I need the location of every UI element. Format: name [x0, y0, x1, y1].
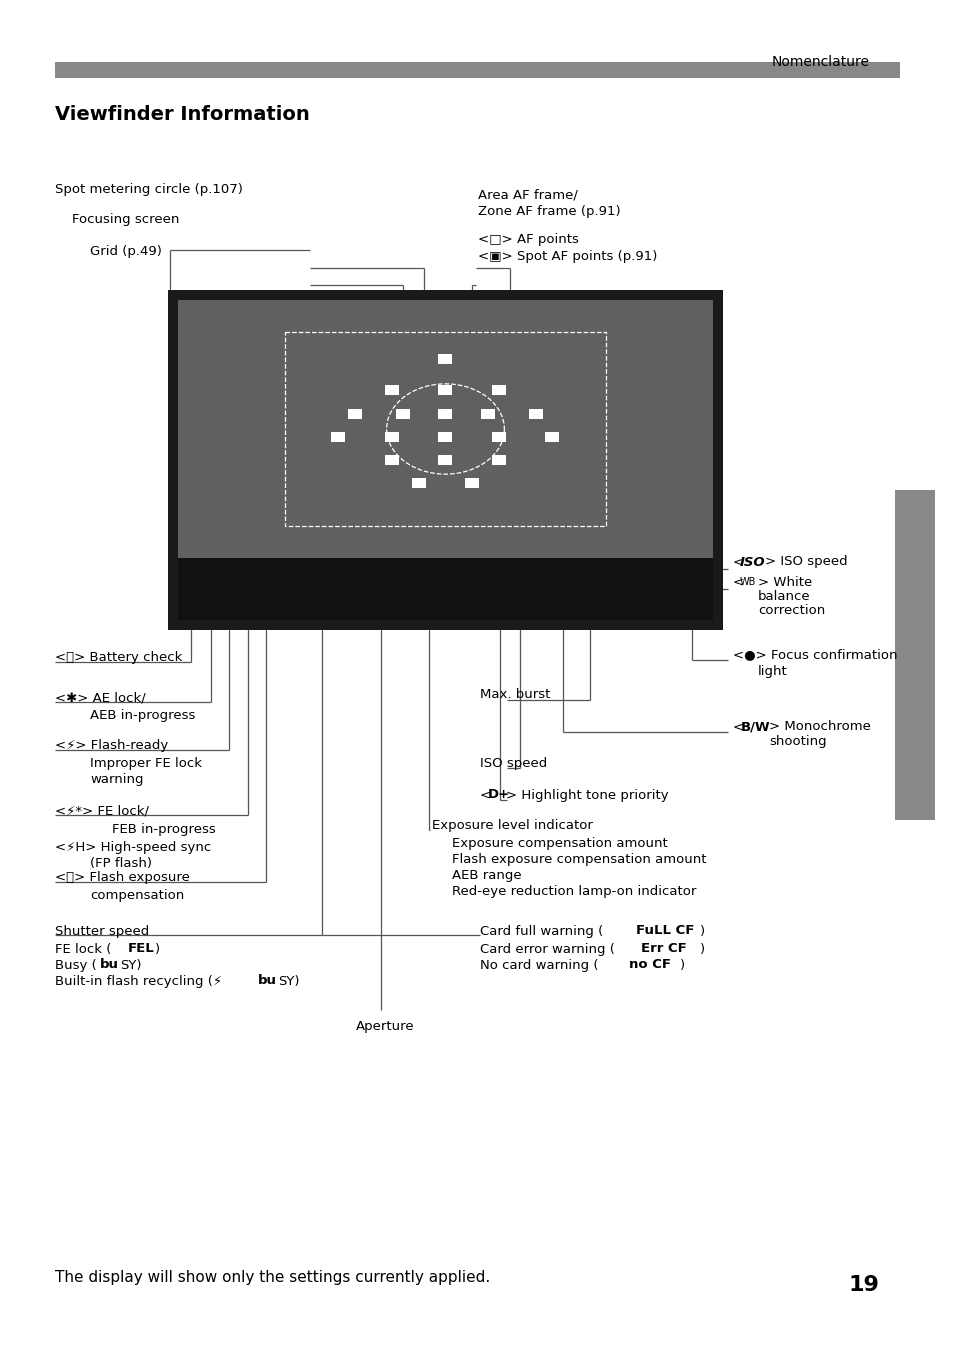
Bar — [385, 432, 398, 441]
Text: 19: 19 — [847, 1275, 878, 1295]
Bar — [331, 432, 345, 441]
Text: ): ) — [154, 943, 160, 955]
Text: SY): SY) — [120, 959, 141, 971]
Bar — [481, 409, 495, 418]
Text: Grid (p.49): Grid (p.49) — [90, 246, 162, 258]
Text: > ISO speed: > ISO speed — [764, 555, 846, 569]
Bar — [347, 409, 361, 418]
Text: > Monochrome: > Monochrome — [768, 721, 870, 733]
Text: Exposure level indicator: Exposure level indicator — [432, 819, 592, 833]
Text: ): ) — [700, 943, 704, 955]
Bar — [492, 432, 505, 441]
Text: Spot metering circle (p.107): Spot metering circle (p.107) — [55, 183, 243, 196]
Text: <: < — [732, 555, 743, 569]
Text: Max. burst: Max. burst — [479, 689, 550, 702]
Text: FEL: FEL — [128, 943, 154, 955]
Text: FE lock (: FE lock ( — [55, 943, 112, 955]
Text: Viewfinder Information: Viewfinder Information — [55, 105, 310, 124]
Bar — [385, 455, 398, 465]
Text: AEB in-progress: AEB in-progress — [90, 710, 195, 722]
Text: AEB range: AEB range — [452, 869, 521, 882]
Bar — [412, 479, 425, 488]
Bar — [438, 432, 452, 441]
Bar — [465, 479, 478, 488]
Bar — [545, 432, 558, 441]
Bar — [529, 409, 543, 418]
Bar — [438, 409, 452, 418]
Text: ISO speed: ISO speed — [479, 756, 547, 769]
Text: > White: > White — [758, 576, 811, 589]
Text: WB: WB — [740, 577, 756, 586]
Bar — [395, 409, 409, 418]
Text: bu: bu — [257, 975, 276, 987]
Text: ⓑ ★ ★ Ⓕ 00000  8.8 3·2·1·|·1·2·3 ISO 00000ᵂᴮ 00 ●: ⓑ ★ ★ Ⓕ 00000 8.8 3·2·1·|·1·2·3 ISO 0000… — [341, 577, 549, 585]
Text: warning: warning — [90, 773, 143, 787]
Bar — [492, 455, 505, 465]
Text: <: < — [732, 721, 743, 733]
Text: Focusing screen: Focusing screen — [71, 214, 179, 226]
Text: Improper FE lock: Improper FE lock — [90, 757, 202, 771]
Text: Aperture: Aperture — [355, 1020, 415, 1033]
Text: ): ) — [700, 924, 704, 937]
Text: Area AF frame/: Area AF frame/ — [477, 188, 578, 200]
Text: Flash exposure compensation amount: Flash exposure compensation amount — [452, 854, 706, 866]
Text: <: < — [732, 576, 743, 589]
Text: Nomenclature: Nomenclature — [771, 55, 869, 69]
Bar — [894, 490, 934, 820]
Bar — [385, 385, 398, 395]
Text: The display will show only the settings currently applied.: The display will show only the settings … — [55, 1270, 490, 1284]
Text: (FP flash): (FP flash) — [90, 857, 152, 869]
Text: <□> AF points: <□> AF points — [477, 233, 578, 246]
Text: <: < — [479, 788, 491, 802]
Text: D+ 00000  B/W 00: D+ 00000 B/W 00 — [419, 600, 471, 605]
Text: Card error warning (: Card error warning ( — [479, 943, 615, 955]
Bar — [55, 62, 899, 78]
Text: No card warning (: No card warning ( — [479, 959, 598, 971]
Text: Red-eye reduction lamp-on indicator: Red-eye reduction lamp-on indicator — [452, 885, 696, 898]
Text: <ⓑ> Battery check: <ⓑ> Battery check — [55, 651, 182, 664]
Text: <●> Focus confirmation: <●> Focus confirmation — [732, 648, 897, 662]
Text: ISO: ISO — [740, 555, 765, 569]
Text: Card full warning (: Card full warning ( — [479, 924, 602, 937]
Text: FEB in-progress: FEB in-progress — [112, 823, 215, 835]
Text: no CF: no CF — [628, 959, 670, 971]
Bar — [285, 332, 605, 526]
Text: light: light — [758, 664, 787, 678]
Text: bu: bu — [100, 959, 119, 971]
Text: <⚡*> FE lock/: <⚡*> FE lock/ — [55, 804, 149, 818]
Text: Busy (: Busy ( — [55, 959, 96, 971]
Bar — [492, 385, 505, 395]
Text: <▣> Spot AF points (p.91): <▣> Spot AF points (p.91) — [477, 250, 657, 264]
Text: SY): SY) — [277, 975, 299, 987]
Text: Exposure compensation amount: Exposure compensation amount — [452, 838, 667, 850]
Text: FuLL CF: FuLL CF — [636, 924, 694, 937]
Text: <Ⓕ> Flash exposure: <Ⓕ> Flash exposure — [55, 872, 190, 885]
Bar — [178, 300, 712, 558]
Text: <✱> AE lock/: <✱> AE lock/ — [55, 691, 146, 705]
Text: <⚡> Flash-ready: <⚡> Flash-ready — [55, 740, 168, 752]
Bar — [438, 354, 452, 364]
Text: <⚡H> High-speed sync: <⚡H> High-speed sync — [55, 841, 211, 854]
Text: compensation: compensation — [90, 889, 184, 902]
Text: Err CF: Err CF — [640, 943, 686, 955]
Text: Shutter speed: Shutter speed — [55, 924, 149, 937]
Text: > Highlight tone priority: > Highlight tone priority — [505, 788, 668, 802]
Bar — [438, 385, 452, 395]
Text: B/W: B/W — [740, 721, 770, 733]
Text: Zone AF frame (p.91): Zone AF frame (p.91) — [477, 204, 620, 218]
Text: balance: balance — [758, 589, 810, 603]
Text: D+: D+ — [488, 788, 510, 802]
Text: shooting: shooting — [768, 736, 825, 749]
Text: ): ) — [679, 959, 684, 971]
Bar — [178, 558, 712, 620]
Text: Built-in flash recycling (⚡: Built-in flash recycling (⚡ — [55, 975, 226, 987]
Text: correction: correction — [758, 604, 824, 616]
Bar — [168, 291, 722, 629]
Bar — [438, 455, 452, 465]
